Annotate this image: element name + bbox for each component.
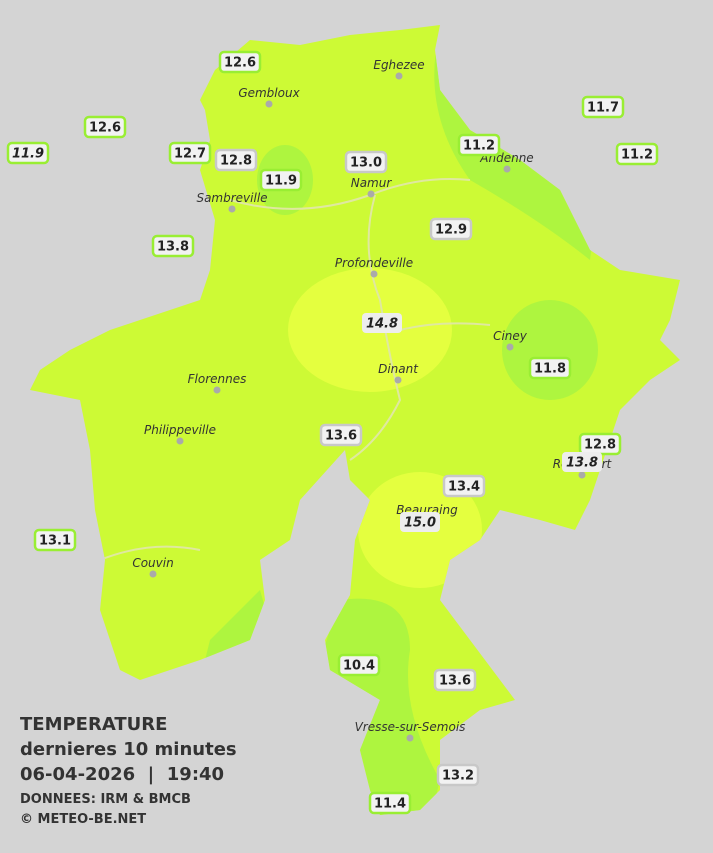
- station-box: [151, 234, 195, 258]
- city-dot: [578, 471, 586, 479]
- station-box: [83, 115, 127, 139]
- station-value: 11.9: [265, 174, 297, 189]
- station-value: 15.0: [404, 516, 436, 531]
- station-value: 11.2: [463, 139, 495, 154]
- city-dot: [367, 190, 375, 198]
- station-value: 10.4: [343, 659, 375, 674]
- station-box: [436, 763, 480, 787]
- legend-subtitle: dernieres 10 minutes: [20, 739, 237, 760]
- station-value: 13.2: [442, 769, 474, 784]
- station-box: [457, 133, 501, 157]
- station-value: 12.9: [435, 223, 467, 238]
- city-name: Philippeville: [144, 423, 216, 437]
- legend-copyright: © METEO-BE.NET: [20, 812, 146, 827]
- city-name: Namur: [351, 176, 393, 190]
- city-name: Dinant: [378, 362, 419, 376]
- city-name: Eghezee: [373, 58, 424, 72]
- city-dot: [395, 72, 403, 80]
- legend: TEMPERATURE dernieres 10 minutes 06-04-2…: [20, 714, 237, 827]
- station-box: [319, 423, 363, 447]
- city-dot: [370, 270, 378, 278]
- station-value: 13.6: [439, 674, 471, 689]
- city-dot: [176, 437, 184, 445]
- station-box: [259, 168, 303, 192]
- station-box: [337, 653, 381, 677]
- station-value: 12.8: [584, 438, 616, 453]
- station-value: 13.1: [39, 534, 71, 549]
- city-name: Profondeville: [335, 256, 413, 270]
- station-box: [368, 791, 412, 815]
- zone-cool: [502, 300, 598, 400]
- station-value: 11.4: [374, 797, 406, 812]
- city-dot: [213, 386, 221, 394]
- station-value: 13.8: [566, 456, 598, 471]
- station-box: [344, 150, 388, 174]
- station-box: [429, 217, 473, 241]
- station-box: [615, 142, 659, 166]
- station-value: 12.7: [174, 147, 206, 162]
- station-box: [362, 313, 402, 333]
- legend-datetime: 06-04-2026 | 19:40: [20, 764, 224, 785]
- station-box: [33, 528, 77, 552]
- city-dot: [394, 376, 402, 384]
- station-box: [433, 668, 477, 692]
- station-box: [562, 452, 602, 472]
- city-name: Couvin: [132, 556, 173, 570]
- station-box: [581, 95, 625, 119]
- legend-source: DONNEES: IRM & BMCB: [20, 792, 191, 807]
- station-value: 13.6: [325, 429, 357, 444]
- station-value: 11.2: [621, 148, 653, 163]
- city-name: Florennes: [188, 372, 247, 386]
- station-value: 13.4: [448, 480, 480, 495]
- city-dot: [406, 734, 414, 742]
- city-name: Sambreville: [196, 191, 267, 205]
- city-name: Vresse-sur-Semois: [355, 720, 466, 734]
- city-dot: [265, 100, 273, 108]
- city-dot: [149, 570, 157, 578]
- city-name: Gembloux: [238, 86, 300, 100]
- station-value: 13.8: [157, 240, 189, 255]
- station-box: [400, 512, 440, 532]
- station-box: [442, 474, 486, 498]
- station-value: 11.7: [587, 101, 619, 116]
- stations: 12.6 12.6 11.9 12.7 12.8 11.9 13.0 11.2 11.7 11.2…: [6, 50, 659, 815]
- station-value: 12.8: [220, 154, 252, 169]
- station-value: 12.6: [224, 56, 256, 71]
- city-dot: [506, 343, 514, 351]
- legend-title: TEMPERATURE: [20, 714, 167, 735]
- station-box: [218, 50, 262, 74]
- station-value: 14.8: [366, 317, 398, 332]
- city-dot: [228, 205, 236, 213]
- station-box: [168, 141, 212, 165]
- city-dot: [503, 165, 511, 173]
- station-box: [6, 141, 50, 165]
- station-value: 12.6: [89, 121, 121, 136]
- station-value: 13.0: [350, 156, 382, 171]
- station-box: [528, 356, 572, 380]
- station-box: [214, 148, 258, 172]
- station-value: 11.9: [12, 147, 44, 162]
- city-name: Ciney: [493, 329, 528, 343]
- station-value: 11.8: [534, 362, 566, 377]
